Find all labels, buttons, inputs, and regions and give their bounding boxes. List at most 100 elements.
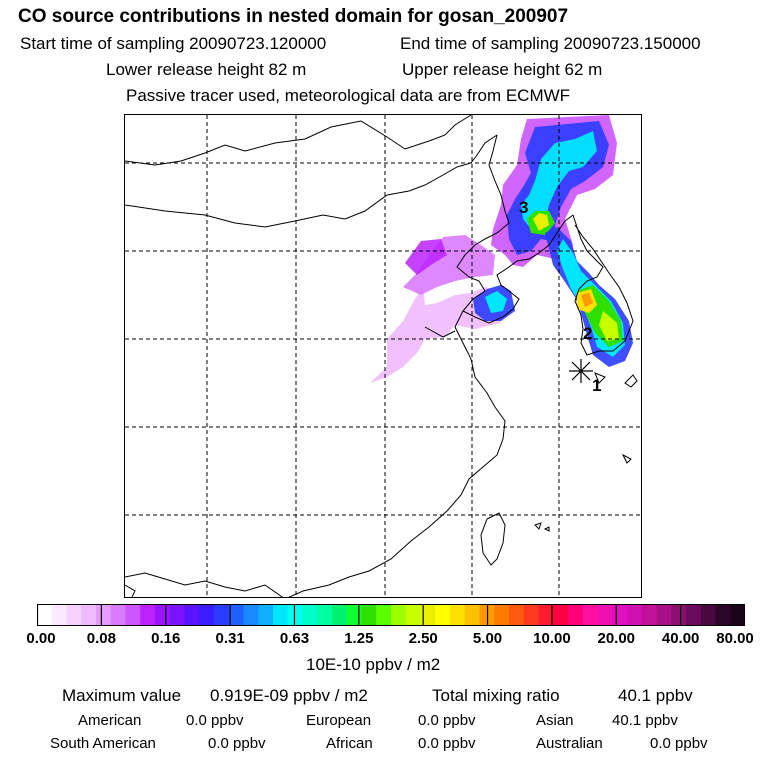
lower-release-height: Lower release height 82 m — [106, 60, 307, 79]
plume-light-purple — [370, 287, 505, 383]
region-south-american-label: South American — [50, 735, 156, 752]
receptor-asterisk-icon — [569, 359, 593, 383]
colorbar-swatch — [110, 604, 126, 626]
region-african-value: 0.0 ppbv — [418, 735, 476, 752]
colorbar-tick-label: 2.50 — [408, 630, 438, 647]
colorbar-swatch — [228, 604, 244, 626]
colorbar-swatch — [553, 604, 569, 626]
colorbar-tick-label: 10.00 — [533, 630, 571, 647]
colorbar-swatch — [169, 604, 185, 626]
plume-field — [370, 115, 633, 383]
colorbar-tick-label: 0.00 — [26, 630, 56, 647]
colorbar-swatch — [568, 604, 584, 626]
map-panel: 1 2 3 — [124, 114, 642, 598]
point-label-1: 1 — [592, 376, 601, 395]
coastlines — [125, 115, 638, 597]
region-asian-value: 40.1 ppbv — [612, 712, 678, 729]
colorbar-swatch — [96, 604, 112, 626]
point-label-2: 2 — [583, 324, 592, 343]
taiwan — [480, 512, 506, 566]
colorbar-swatch — [405, 604, 421, 626]
colorbar-units: 10E-10 ppbv / m2 — [306, 655, 441, 674]
colorbar-swatch — [464, 604, 480, 626]
region-asian-label: Asian — [536, 712, 574, 729]
colorbar-tick-label: 0.31 — [215, 630, 245, 647]
point-label-3: 3 — [519, 198, 528, 217]
colorbar-swatch — [494, 604, 510, 626]
colorbar-swatch — [435, 604, 451, 626]
colorbar-swatch — [140, 604, 156, 626]
region-european-value: 0.0 ppbv — [418, 712, 476, 729]
colorbar-swatch — [509, 604, 525, 626]
colorbar-tick-label: 0.16 — [151, 630, 181, 647]
colorbar-swatch — [125, 604, 141, 626]
colorbar-swatch — [273, 604, 289, 626]
colorbar-swatch — [346, 604, 362, 626]
colorbar-swatch — [715, 604, 731, 626]
colorbar-border — [37, 604, 745, 626]
colorbar-swatch — [627, 604, 643, 626]
colorbar-swatch — [37, 604, 53, 626]
colorbar-swatch — [671, 604, 687, 626]
colorbar-swatch — [582, 604, 598, 626]
colorbar-swatch — [420, 604, 436, 626]
colorbar-swatch — [538, 604, 554, 626]
colorbar-swatch — [730, 604, 745, 626]
colorbar-swatch — [612, 604, 628, 626]
colorbar-swatch — [199, 604, 215, 626]
colorbar-swatch — [523, 604, 539, 626]
region-australian-label: Australian — [536, 735, 603, 752]
chart-title: CO source contributions in nested domain… — [18, 6, 569, 27]
colorbar-tick-label: 20.00 — [597, 630, 636, 647]
tracer-note: Passive tracer used, meteorological data… — [126, 86, 571, 105]
colorbar-swatch — [317, 604, 333, 626]
total-mixing-label: Total mixing ratio — [432, 686, 560, 705]
colorbar-swatch — [641, 604, 657, 626]
colorbar-swatch — [450, 604, 466, 626]
colorbar-swatch — [81, 604, 97, 626]
colorbar-swatch — [302, 604, 318, 626]
region-european-label: European — [306, 712, 372, 729]
plume-korea-orange — [581, 293, 593, 307]
plume-korea-lime — [599, 311, 619, 341]
plume-ne-yellow — [533, 213, 549, 231]
colorbar-swatch — [686, 604, 702, 626]
colorbar-swatch — [243, 604, 259, 626]
colorbar-tick-label: 0.63 — [279, 630, 310, 647]
colorbar-swatch — [361, 604, 377, 626]
region-australian-value: 0.0 ppbv — [650, 735, 708, 752]
colorbar-tick-label: 1.25 — [344, 630, 374, 647]
colorbar — [37, 604, 745, 626]
colorbar-swatch — [287, 604, 303, 626]
colorbar-swatch — [700, 604, 716, 626]
colorbar-swatch — [391, 604, 407, 626]
colorbar-tick-label: 0.08 — [86, 630, 116, 647]
colorbar-swatch — [656, 604, 672, 626]
start-time: Start time of sampling 20090723.120000 — [20, 34, 327, 53]
region-south-american-value: 0.0 ppbv — [208, 735, 266, 752]
colorbar-swatch — [155, 604, 171, 626]
colorbar-swatch — [184, 604, 200, 626]
colorbar-swatch — [376, 604, 392, 626]
end-time: End time of sampling 20090723.150000 — [400, 34, 701, 53]
region-african-label: African — [326, 735, 373, 752]
total-mixing-value: 40.1 ppbv — [618, 686, 693, 705]
upper-release-height: Upper release height 62 m — [402, 60, 603, 79]
lat-lon-grid — [125, 115, 641, 597]
colorbar-swatch — [597, 604, 613, 626]
colorbar-swatch — [332, 604, 348, 626]
max-value-label: Maximum value — [62, 686, 182, 705]
colorbar-swatch — [51, 604, 67, 626]
colorbar-swatch — [66, 604, 82, 626]
colorbar-swatch — [214, 604, 230, 626]
colorbar-swatch — [258, 604, 274, 626]
colorbar-tick-label: 80.00 — [716, 630, 754, 647]
region-american-label: American — [78, 712, 142, 729]
plume-shandong-cyan — [485, 291, 507, 313]
plume-violet — [405, 239, 447, 275]
map-canvas: 1 2 3 — [125, 115, 641, 597]
colorbar-tick-label: 40.00 — [661, 630, 700, 647]
max-value: 0.919E-09 ppbv / m2 — [210, 686, 368, 705]
colorbar-tick-label: 5.00 — [472, 630, 503, 647]
region-american-value: 0.0 ppbv — [186, 712, 244, 729]
